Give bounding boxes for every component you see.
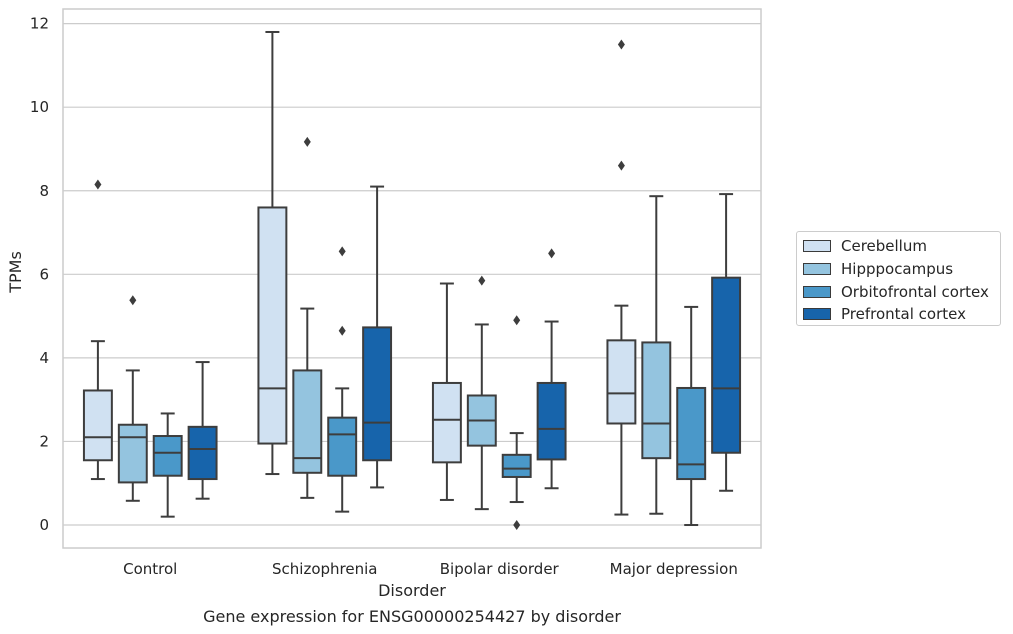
box-group — [117, 295, 148, 502]
box — [257, 206, 288, 445]
legend-swatch — [803, 240, 831, 253]
x-axis-title: Disorder — [378, 581, 446, 600]
box-group — [327, 246, 358, 513]
box — [187, 425, 218, 481]
y-tick-label: 4 — [39, 349, 49, 367]
legend-swatch — [803, 285, 831, 298]
outlier-point — [338, 246, 346, 257]
box — [327, 416, 358, 477]
outlier-point — [338, 325, 346, 336]
box — [711, 276, 742, 454]
box-group — [187, 361, 218, 500]
box-group — [711, 193, 742, 492]
box-group — [536, 248, 567, 490]
box — [641, 341, 672, 460]
y-tick-label: 2 — [39, 432, 49, 450]
box — [292, 369, 323, 474]
box — [362, 326, 393, 462]
x-tick-label: Control — [123, 560, 177, 578]
box-group — [676, 305, 707, 527]
box — [82, 389, 113, 462]
box — [117, 423, 148, 484]
y-axis-title: TPMs — [6, 251, 25, 294]
x-tick-label: Major depression — [610, 560, 738, 578]
legend-swatch — [803, 308, 831, 321]
box — [606, 339, 637, 425]
x-tick-label: Bipolar disorder — [440, 560, 560, 578]
box-group — [641, 195, 672, 515]
box-group — [292, 136, 323, 499]
box — [431, 381, 462, 464]
chart-title: Gene expression for ENSG00000254427 by d… — [203, 607, 621, 626]
box-group — [82, 179, 113, 481]
box — [152, 435, 183, 477]
box-group — [606, 39, 637, 516]
x-tick-labels: Control Schizophrenia Bipolar disorder Majo… — [123, 560, 738, 578]
outlier-point — [94, 179, 102, 190]
legend-swatch — [803, 263, 831, 276]
y-tick-labels: 0 2 4 6 8 10 12 — [30, 15, 49, 534]
plot-frame — [62, 8, 762, 549]
legend: Cerebellum Hipppocampus Orbitofrontal co… — [796, 231, 1001, 326]
legend-item: Hipppocampus — [803, 258, 1000, 281]
y-tick-label: 8 — [39, 182, 49, 200]
outlier-point — [548, 248, 556, 259]
legend-label: Orbitofrontal cortex — [841, 282, 989, 301]
box-group — [501, 315, 532, 531]
legend-label: Prefrontal cortex — [841, 305, 966, 324]
legend-label: Cerebellum — [841, 237, 927, 256]
y-tick-label: 12 — [30, 15, 49, 33]
outlier-point — [129, 295, 137, 306]
box-group — [152, 412, 183, 518]
box — [501, 453, 532, 478]
outlier-point — [617, 39, 625, 50]
boxes — [82, 30, 742, 531]
outlier-point — [513, 315, 521, 326]
y-tick-label: 6 — [39, 265, 49, 283]
box — [536, 381, 567, 461]
box-group — [362, 185, 393, 489]
legend-item: Cerebellum — [803, 235, 1000, 258]
legend-item: Prefrontal cortex — [803, 303, 1000, 326]
x-tick-label: Schizophrenia — [272, 560, 377, 578]
outlier-point — [617, 160, 625, 171]
box-group — [257, 30, 288, 476]
legend-label: Hipppocampus — [841, 260, 954, 279]
box-group — [466, 275, 497, 511]
outlier-point — [513, 520, 521, 531]
box-group — [431, 282, 462, 501]
y-tick-label: 0 — [39, 516, 49, 534]
outlier-point — [303, 136, 311, 147]
outlier-point — [478, 275, 486, 286]
y-tick-label: 10 — [30, 98, 49, 116]
legend-item: Orbitofrontal cortex — [803, 280, 1000, 303]
